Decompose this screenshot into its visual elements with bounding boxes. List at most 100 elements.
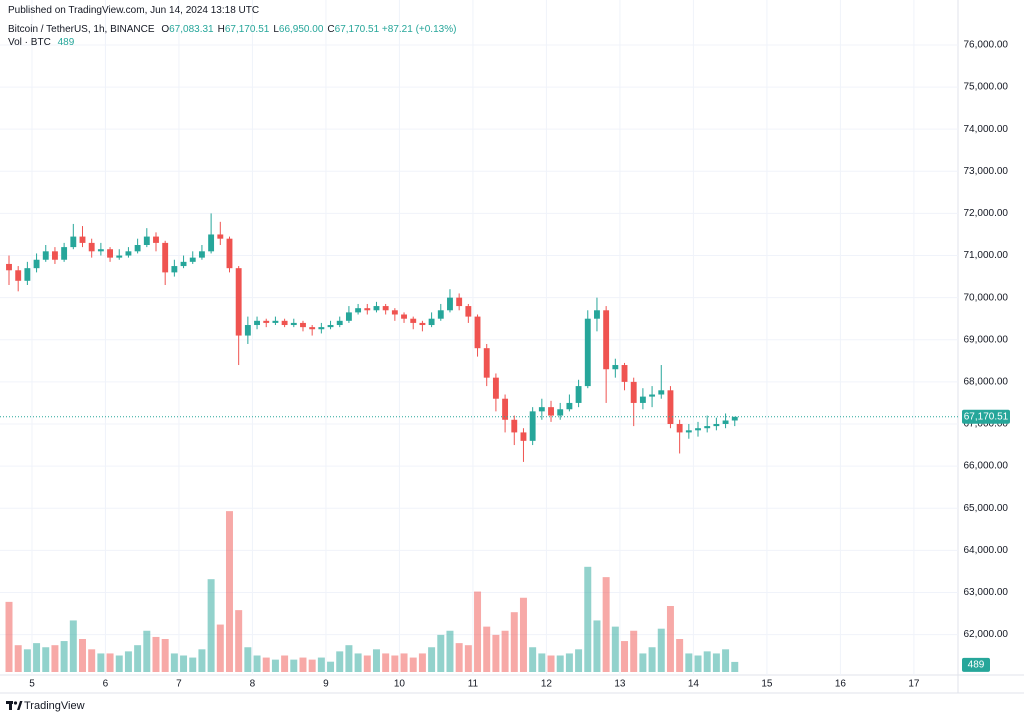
volume-value: 489 — [57, 37, 75, 48]
volume-bar — [464, 645, 472, 672]
x-tick-label: 17 — [908, 679, 920, 690]
volume-bar — [621, 641, 629, 672]
symbol: Bitcoin / TetherUS, 1h, BINANCE — [8, 24, 155, 35]
candle-body — [695, 428, 701, 431]
volume-bar — [676, 639, 684, 672]
volume-bar — [106, 653, 114, 672]
grid — [0, 0, 958, 675]
candle-body — [15, 270, 22, 281]
volume-bar — [225, 511, 233, 672]
volume-bar — [271, 659, 279, 672]
change: +87.21 (+0.13%) — [381, 24, 457, 35]
volume-bar — [354, 653, 362, 672]
volume-bar — [575, 649, 583, 672]
candle-body — [263, 320, 270, 323]
volume-bar — [474, 591, 482, 672]
volume-bar — [455, 643, 463, 672]
y-tick-label: 76,000.00 — [964, 40, 1009, 51]
candle-body — [520, 432, 527, 441]
volume-bar — [593, 620, 601, 672]
candle-body — [685, 430, 692, 433]
x-tick-label: 9 — [323, 679, 329, 690]
candle-body — [621, 365, 628, 382]
candle-body — [630, 381, 637, 403]
volume-bar — [5, 601, 13, 672]
volume-bar — [189, 657, 197, 672]
ohlc-value: 67,170.51 — [224, 24, 270, 35]
candle-body — [612, 365, 619, 370]
candle-body — [226, 238, 233, 269]
volume-bar — [428, 647, 436, 672]
y-tick-label: 71,000.00 — [964, 250, 1009, 261]
volume-bar — [79, 639, 86, 672]
volume-box — [962, 657, 990, 672]
volume-bar — [308, 659, 316, 672]
ohlc-label: O — [161, 24, 170, 35]
volume-bar — [529, 647, 537, 672]
x-tick-label: 16 — [835, 679, 847, 690]
volume-bar — [703, 651, 711, 672]
volume-bar — [363, 655, 371, 672]
candle-body — [235, 268, 242, 336]
volume-bar — [69, 620, 77, 672]
logo-text: TradingView — [24, 700, 85, 712]
candle-body — [97, 249, 104, 252]
volume-bar — [262, 657, 270, 672]
volume-bar — [712, 653, 720, 672]
y-tick-label: 66,000.00 — [964, 461, 1009, 472]
candle-body — [254, 320, 260, 326]
candle-body — [171, 266, 178, 273]
candle-body — [373, 306, 380, 311]
candle-body — [143, 236, 150, 246]
candle-body — [502, 398, 509, 420]
volume-bar — [685, 653, 693, 672]
candle-body — [584, 318, 591, 387]
volume-bar — [418, 653, 426, 672]
candle-body — [649, 394, 656, 397]
candle-body — [382, 306, 389, 311]
volume-bar — [170, 653, 178, 672]
volume-bar — [290, 659, 298, 672]
ohlc-label: H — [217, 24, 225, 35]
candle-body — [529, 411, 536, 441]
volume-bar — [180, 655, 188, 672]
volume-bar — [235, 610, 243, 672]
volume-bar — [51, 645, 59, 672]
y-tick-label: 67,000.00 — [964, 419, 1009, 430]
candle-body — [492, 377, 499, 399]
candle-body — [244, 325, 251, 336]
volume-bar — [244, 647, 252, 672]
volume-bar — [648, 647, 656, 672]
volume-bar — [538, 653, 546, 672]
candle-body — [575, 386, 582, 403]
volume-bar — [345, 645, 353, 672]
volume-bar — [602, 577, 610, 672]
ohlc-value: 67,083.31 — [169, 24, 214, 35]
logo-icon — [6, 701, 23, 710]
candle-body — [639, 396, 646, 403]
ohlc-value: 67,170.51 — [334, 24, 380, 35]
last-price-box — [962, 409, 1010, 424]
y-tick-label: 74,000.00 — [964, 124, 1009, 135]
volume-bar — [446, 630, 454, 672]
candle-body — [107, 249, 113, 258]
volume-row: Vol · BTC 489 — [8, 37, 74, 48]
volume-bar — [391, 655, 399, 672]
volume-bar — [547, 655, 555, 672]
candle-body — [6, 263, 12, 271]
candle-body — [153, 236, 159, 243]
candle-body — [345, 312, 352, 321]
ohlc-label: L — [273, 24, 279, 35]
volume-bar — [33, 643, 41, 672]
candle-body — [419, 322, 426, 326]
volume-bar — [483, 626, 491, 672]
candle-body — [327, 325, 334, 328]
y-tick-label: 62,000.00 — [964, 629, 1009, 640]
volume-label: Vol · BTC — [8, 37, 51, 48]
volume-bar — [584, 566, 592, 672]
candle-body — [391, 310, 398, 315]
candle-body — [594, 310, 600, 319]
legend-row: Bitcoin / TetherUS, 1h, BINANCE O67,083.… — [8, 24, 456, 35]
candle-body — [180, 261, 187, 267]
